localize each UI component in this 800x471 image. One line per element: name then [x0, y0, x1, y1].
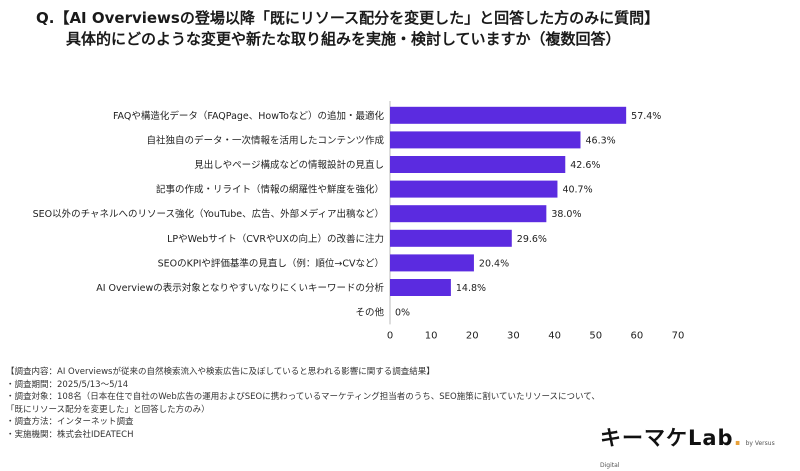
- category-label: 自社独自のデータ・一次情報を活用したコンテンツ作成: [146, 134, 384, 146]
- x-tick-label: 70: [672, 330, 685, 341]
- question-title-line1: Q.【AI Overviewsの登場以降「既にリソース配分を変更した」と回答した…: [36, 9, 660, 27]
- bar: [390, 279, 451, 296]
- survey-notes: 【調査内容：AI Overviewsが従来の自然検索流入や検索広告に及ぼしている…: [6, 366, 646, 442]
- note-line: ・調査方法：インターネット調査: [6, 417, 134, 428]
- bar: [390, 205, 547, 223]
- category-label: 記事の作成・リライト（情報の網羅性や鮮度を強化）: [156, 184, 384, 196]
- category-label: SEOのKPIや評価基準の見直し（例：順位→CVなど）: [158, 257, 384, 269]
- x-tick-label: 60: [630, 330, 643, 341]
- value-label: 20.4%: [479, 258, 509, 269]
- bar: [390, 180, 558, 198]
- x-tick-label: 30: [507, 330, 520, 341]
- note-line: 「既にリソース配分を変更した」と回答した方のみ）: [6, 404, 210, 415]
- question-title: Q.【AI Overviewsの登場以降「既にリソース配分を変更した」と回答した…: [36, 8, 776, 50]
- x-tick-label: 10: [425, 330, 438, 341]
- note-line: ・調査期間：2025/5/13〜5/14: [6, 379, 129, 390]
- value-label: 14.8%: [456, 283, 486, 294]
- category-label: SEO以外のチャネルへのリソース強化（YouTube、広告、外部メディア出稿など…: [33, 208, 384, 220]
- value-label: 0%: [395, 308, 410, 319]
- note-line: ・調査対象：108名（日本在住で自社のWeb広告の運用およびSEOに携わっている…: [6, 392, 600, 403]
- bar: [390, 254, 474, 272]
- value-label: 46.3%: [585, 135, 615, 146]
- question-title-line2: 具体的にどのような変更や新たな取り組みを実施・検討していますか（複数回答）: [66, 30, 621, 48]
- category-label: AI Overviewの表示対象となりやすい/なりにくいキーワードの分析: [96, 282, 384, 294]
- x-tick-label: 40: [548, 330, 561, 341]
- value-label: 38.0%: [551, 209, 581, 220]
- category-label: 見出しやページ構成などの情報設計の見直し: [194, 159, 384, 171]
- category-label: FAQや構造化データ（FAQPage、HowToなど）の追加・最適化: [113, 110, 385, 122]
- category-label: その他: [355, 307, 384, 319]
- logo: キーマケLab. by Versus Digital: [600, 422, 790, 469]
- value-label: 40.7%: [562, 185, 592, 196]
- x-tick-label: 50: [589, 330, 602, 341]
- bar: [390, 106, 627, 124]
- logo-text: キーマケLab.: [600, 426, 743, 450]
- note-line: ・実施機関：株式会社IDEATECH: [6, 429, 134, 440]
- value-label: 42.6%: [570, 160, 600, 171]
- x-tick-label: 0: [387, 330, 393, 341]
- note-line: 【調査内容：AI Overviewsが従来の自然検索流入や検索広告に及ぼしている…: [6, 367, 435, 377]
- bar: [390, 229, 512, 247]
- value-label: 29.6%: [517, 234, 547, 245]
- bar: [390, 131, 581, 149]
- value-label: 57.4%: [631, 111, 661, 122]
- bar: [390, 156, 566, 173]
- bar-chart: FAQや構造化データ（FAQPage、HowToなど）の追加・最適化 57.4% 自…: [33, 101, 685, 341]
- category-label: LPやWebサイト（CVRやUXの向上）の改善に注力: [167, 233, 384, 245]
- x-tick-label: 20: [466, 330, 479, 341]
